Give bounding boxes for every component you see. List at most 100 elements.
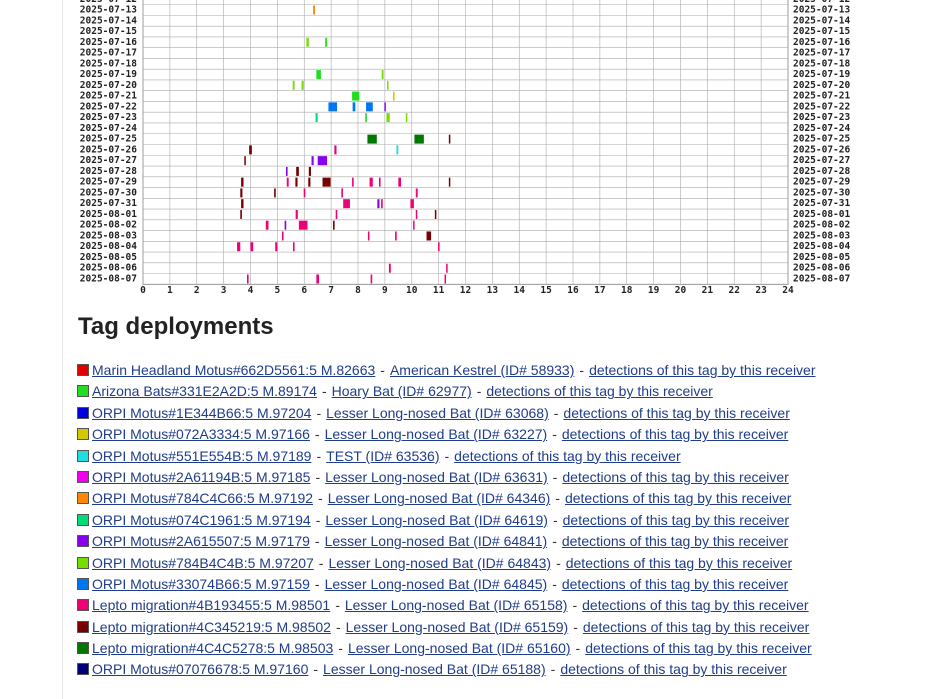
- deployment-link[interactable]: Lepto migration#4C4C5278:5 M.98503: [92, 640, 334, 657]
- x-tick-label: 24: [782, 285, 794, 296]
- deployment-link[interactable]: ORPI Motus#074C1961:5 M.97194: [92, 511, 311, 528]
- detections-link[interactable]: detections of this tag by this receiver: [564, 490, 792, 507]
- deployment-link[interactable]: ORPI Motus#784B4C4B:5 M.97207: [92, 554, 314, 571]
- tag-item: Arizona Bats#331E2A2D:5 M.89174 - Hoary Ba…: [77, 381, 816, 402]
- species-link[interactable]: Lesser Long-nosed Bat (ID# 64619): [325, 511, 548, 528]
- detection: [448, 177, 451, 187]
- tag-item: Marin Headland Motus#662D5561:5 M.82663-…: [77, 360, 816, 381]
- deployment-link[interactable]: Arizona Bats#331E2A2D:5 M.89174: [92, 383, 317, 400]
- detection: [343, 199, 350, 209]
- tag-item: ORPI Motus#074C1961:5 M.97194- Lesser Lon…: [77, 510, 816, 531]
- tag-item: ORPI Motus#07076678:5 M.97160- Lesser Lon…: [77, 659, 816, 680]
- detection: [240, 209, 242, 219]
- date-label-left: 2025-07-25: [80, 134, 137, 145]
- x-tick-label: 17: [594, 285, 605, 296]
- deployment-link[interactable]: ORPI Motus#072A3334:5 M.97166: [92, 426, 310, 443]
- detection: [333, 220, 335, 230]
- species-link[interactable]: Lesser Long-nosed Bat (ID# 64843): [328, 554, 552, 571]
- species-link[interactable]: American Kestrel (ID# 58933): [389, 362, 575, 378]
- detections-link[interactable]: detections of this tag by this receiver: [454, 447, 681, 464]
- date-label-left: 2025-08-07: [80, 274, 137, 285]
- deployment-link[interactable]: ORPI Motus#07076678:5 M.97160: [92, 661, 309, 678]
- detections-link[interactable]: detections of this tag by this receiver: [589, 362, 816, 378]
- x-tick-label: 1: [167, 285, 173, 296]
- deployment-link[interactable]: ORPI Motus#2A615507:5 M.97179: [92, 533, 310, 550]
- detections-link[interactable]: detections of this tag by this receiver: [582, 597, 809, 614]
- species-link[interactable]: Lesser Long-nosed Bat (ID# 63227): [324, 426, 548, 443]
- tag-item: ORPI Motus#33074B66:5 M.97159 - Lesser Lon…: [77, 574, 816, 595]
- date-label-right: 2025-08-01: [793, 209, 850, 220]
- detection: [334, 145, 337, 155]
- detection: [315, 113, 318, 123]
- deployment-link[interactable]: Lepto migration#4C345219:5 M.98502: [92, 618, 331, 635]
- deployment-link[interactable]: ORPI Motus#551E554B:5 M.97189: [92, 447, 312, 464]
- deployment-link[interactable]: ORPI Motus#2A61194B:5 M.97185: [92, 468, 311, 485]
- detection: [306, 37, 309, 47]
- detection: [352, 177, 354, 187]
- separator: -: [316, 404, 322, 421]
- x-tick-label: 4: [248, 285, 254, 296]
- species-link[interactable]: Lesser Long-nosed Bat (ID# 65158): [344, 597, 568, 614]
- separator: -: [553, 404, 559, 421]
- date-label-left: 2025-07-31: [80, 198, 137, 209]
- tag-color: [77, 556, 89, 569]
- date-label-left: 2025-07-22: [80, 101, 137, 112]
- species-link[interactable]: Lesser Long-nosed Bat (ID# 63068): [326, 404, 549, 421]
- date-label-left: 2025-07-12: [80, 0, 137, 5]
- x-tick-label: 22: [729, 285, 740, 296]
- detections-link[interactable]: detections of this tag by this receiver: [562, 511, 790, 528]
- deployment-link[interactable]: ORPI Motus#33074B66:5 M.97159: [92, 575, 310, 592]
- detection-chart: 2025-07-122025-07-122025-07-132025-07-13…: [80, 0, 850, 296]
- date-label-left: 2025-07-26: [80, 144, 137, 155]
- tag-color: [77, 385, 89, 398]
- species-link[interactable]: Lesser Long-nosed Bat (ID# 65188): [323, 661, 546, 678]
- species-link[interactable]: Lesser Long-nosed Bat (ID# 64346): [327, 490, 551, 507]
- detections-link[interactable]: detections of this tag by this receiver: [585, 640, 812, 657]
- detection: [237, 242, 241, 252]
- separator: -: [335, 618, 341, 635]
- detections-link[interactable]: detections of this tag by this receiver: [561, 533, 789, 550]
- date-label-left: 2025-07-27: [80, 155, 137, 166]
- detections-link[interactable]: detections of this tag by this receiver: [563, 404, 790, 421]
- detections-link[interactable]: detections of this tag by this receiver: [486, 383, 713, 400]
- detection: [311, 156, 314, 166]
- detection: [365, 113, 367, 123]
- tag-color: [77, 620, 89, 633]
- detections-link[interactable]: detections of this tag by this receiver: [561, 426, 789, 443]
- deployment-link[interactable]: ORPI Motus#1E344B66:5 M.97204: [92, 404, 312, 421]
- detections-link[interactable]: detections of this tag by this receiver: [565, 554, 793, 571]
- detection: [367, 231, 370, 241]
- deployment-link[interactable]: Marin Headland Motus#662D5561:5 M.82663: [92, 362, 376, 378]
- species-link[interactable]: Lesser Long-nosed Bat (ID# 63631): [325, 468, 548, 485]
- species-link[interactable]: Hoary Bat (ID# 62977): [331, 383, 472, 400]
- date-label-right: 2025-07-22: [793, 101, 850, 112]
- deployment-link[interactable]: ORPI Motus#784C4C66:5 M.97192: [92, 490, 314, 507]
- detections-link[interactable]: detections of this tag by this receiver: [562, 468, 789, 485]
- separator: -: [552, 575, 557, 592]
- species-link[interactable]: Lesser Long-nosed Bat (ID# 64845): [324, 575, 548, 592]
- date-label-left: 2025-07-17: [80, 48, 137, 59]
- detection: [352, 102, 356, 112]
- separator: -: [315, 511, 321, 528]
- date-label-right: 2025-08-02: [793, 220, 850, 231]
- species-link[interactable]: Lesser Long-nosed Bat (ID# 65160): [347, 640, 571, 657]
- date-label-right: 2025-07-30: [793, 187, 850, 198]
- date-label-left: 2025-08-01: [80, 209, 137, 220]
- tag-color: [77, 449, 89, 462]
- tag-color: [77, 535, 89, 548]
- deployment-link[interactable]: Lepto migration#4B193455:5 M.98501: [92, 597, 331, 614]
- date-label-right: 2025-07-21: [793, 91, 850, 102]
- species-link[interactable]: Lesser Long-nosed Bat (ID# 64841): [324, 533, 548, 550]
- date-label-left: 2025-07-28: [80, 166, 137, 177]
- detections-link[interactable]: detections of this tag by this receiver: [560, 661, 787, 678]
- detections-link[interactable]: detections of this tag by this receiver: [582, 618, 810, 635]
- separator: -: [314, 426, 320, 443]
- date-label-right: 2025-08-04: [793, 241, 850, 252]
- x-tick-label: 6: [301, 285, 307, 296]
- species-link[interactable]: Lesser Long-nosed Bat (ID# 65159): [345, 618, 569, 635]
- detections-link[interactable]: detections of this tag by this receiver: [561, 575, 789, 592]
- species-link[interactable]: TEST (ID# 63536): [326, 447, 440, 464]
- detection: [241, 199, 244, 209]
- x-tick-label: 23: [755, 285, 767, 296]
- separator: -: [476, 383, 482, 400]
